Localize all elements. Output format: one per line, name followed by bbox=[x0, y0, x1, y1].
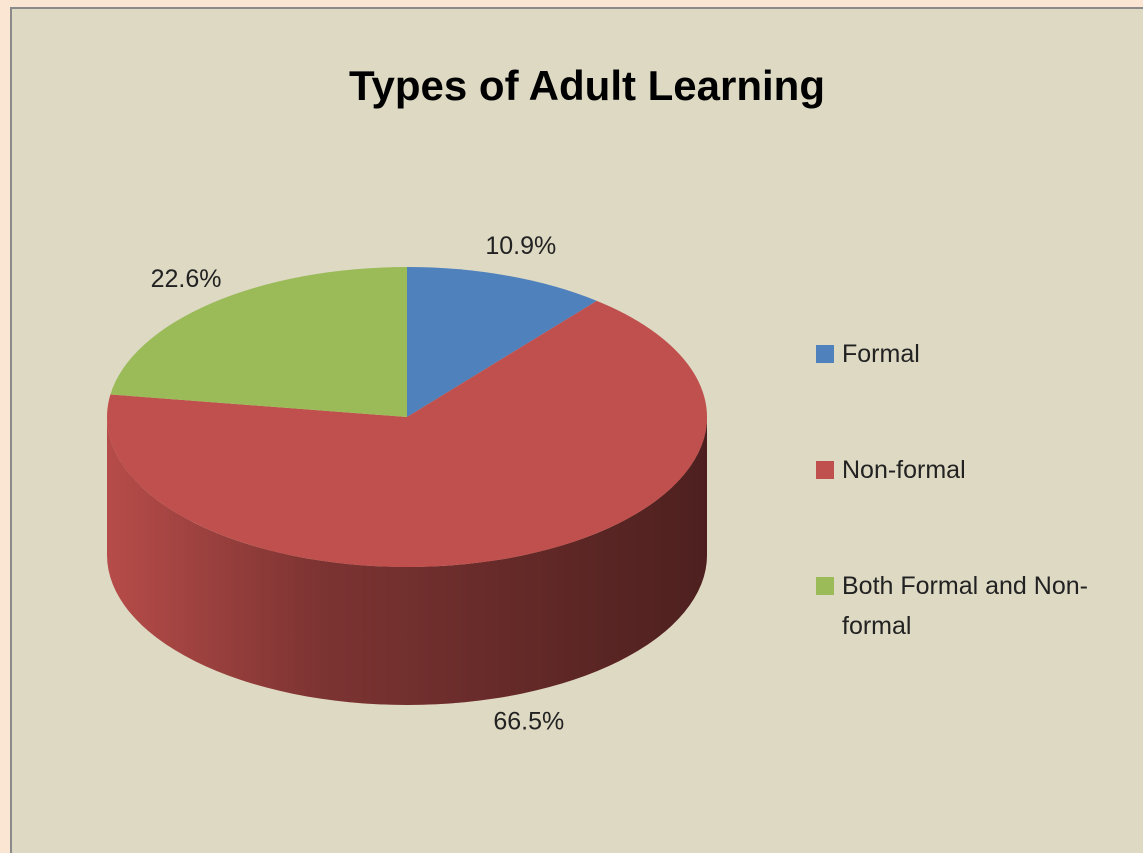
pie-slice bbox=[107, 300, 707, 567]
pie-slice bbox=[110, 267, 407, 417]
legend-label: Non-formal bbox=[842, 456, 966, 484]
pie-slice bbox=[407, 267, 597, 417]
legend-item: Formal bbox=[816, 334, 1116, 374]
legend-swatch bbox=[816, 577, 834, 595]
legend-item: Both Formal and Non-formal bbox=[816, 566, 1116, 646]
legend-swatch bbox=[816, 461, 834, 479]
legend-label: Both Formal and Non-formal bbox=[842, 572, 1088, 640]
legend: Formal Non-formal Both Formal and Non-form… bbox=[816, 334, 1116, 722]
data-label: 66.5% bbox=[493, 708, 564, 736]
legend-item: Non-formal bbox=[816, 450, 1116, 490]
data-label: 10.9% bbox=[485, 232, 556, 260]
chart-title: Types of Adult Learning bbox=[349, 62, 825, 109]
pie-side-shade bbox=[107, 417, 707, 705]
legend-label: Formal bbox=[842, 340, 920, 368]
data-label: 22.6% bbox=[151, 265, 222, 293]
pie bbox=[107, 267, 707, 705]
legend-swatch bbox=[816, 345, 834, 363]
